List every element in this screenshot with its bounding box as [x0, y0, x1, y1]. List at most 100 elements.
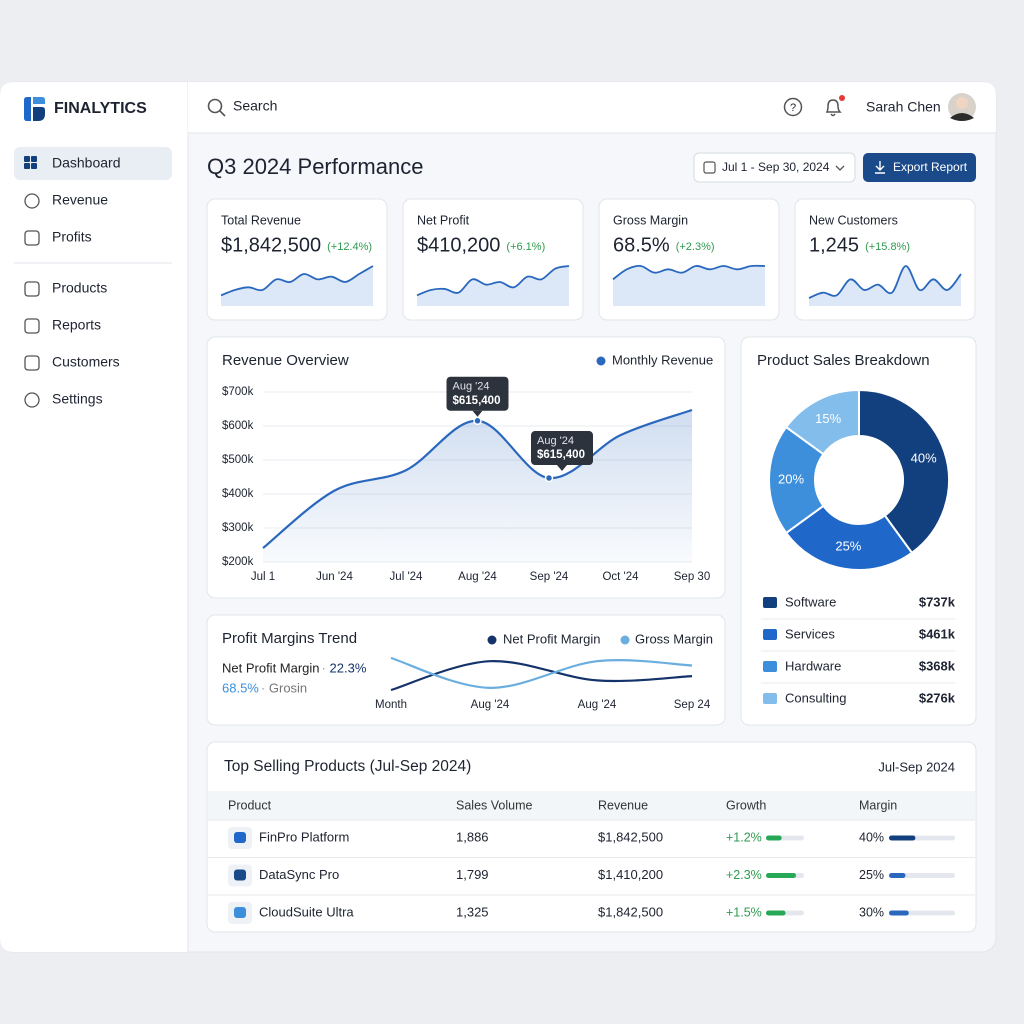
column-header: Sales Volume: [456, 798, 532, 812]
logo-mark: [33, 107, 45, 121]
sparkline: [220, 265, 374, 297]
logo-mark: [24, 97, 31, 121]
sparkline-area: [613, 265, 765, 306]
nav-item[interactable]: Customers: [52, 354, 120, 370]
revenue: $1,410,200: [598, 867, 663, 882]
help-icon[interactable]: [783, 97, 803, 117]
tooltip-pointer: [557, 465, 567, 472]
summary-text: Grosin: [269, 680, 307, 695]
nav-item[interactable]: Settings: [52, 391, 103, 407]
kpi-value: 68.5%: [613, 234, 670, 256]
margin-bar: [889, 910, 909, 916]
product-name: DataSync Pro: [259, 867, 339, 882]
kpi-label: Net Profit: [417, 213, 470, 227]
search-icon: [207, 98, 223, 114]
export-label: Export Report: [893, 160, 968, 174]
growth-bar: [766, 835, 782, 841]
table-title: Top Selling Products (Jul-Sep 2024): [224, 758, 471, 775]
product-name: CloudSuite Ultra: [259, 904, 354, 919]
tooltip-value: $615,400: [537, 449, 585, 461]
column-header: Revenue: [598, 798, 648, 812]
notification-dot: [839, 95, 845, 101]
card: [206, 741, 977, 933]
date-picker[interactable]: [693, 152, 856, 183]
nav-icon: [24, 193, 40, 209]
nav-item[interactable]: Products: [52, 280, 107, 296]
search-icon: [219, 110, 226, 117]
summary-text: 68.5%: [222, 680, 259, 695]
nav-icon: [24, 355, 40, 371]
table-header-bg: [208, 791, 975, 820]
sparkline-area: [417, 266, 569, 306]
chart-title: Profit Margins Trend: [222, 630, 357, 647]
chevron: [835, 165, 845, 171]
area: [263, 410, 692, 562]
point-marker: [473, 416, 482, 426]
x-tick-label: Aug '24: [578, 699, 617, 711]
search-input[interactable]: Search: [233, 98, 277, 114]
y-tick-label: $400k: [222, 488, 254, 500]
item-icon: [763, 693, 777, 704]
legend-swatch: [620, 635, 630, 645]
legend-label: Net Profit Margin: [503, 631, 601, 646]
nav-icon: [24, 318, 40, 334]
y-tick-label: $200k: [222, 556, 254, 568]
nav-icon: [31, 156, 37, 162]
donut-slice: [784, 504, 914, 571]
kpi-value: 1,245: [809, 234, 859, 256]
x-tick-label: Oct '24: [602, 571, 639, 583]
x-tick-label: Sep '24: [530, 571, 569, 583]
slice-label: 20%: [778, 471, 804, 486]
margin-track: [889, 873, 955, 878]
kpi-label: Total Revenue: [221, 213, 301, 227]
brand: FINALYTICS: [54, 100, 147, 117]
item-name: Consulting: [785, 690, 846, 705]
tooltip-value: $615,400: [453, 395, 501, 407]
slice-label: 25%: [835, 539, 861, 554]
slice-label: 15%: [815, 411, 841, 426]
nav-item[interactable]: Profits: [52, 229, 92, 245]
user-name[interactable]: Sarah Chen: [866, 99, 941, 115]
product-icon: [234, 869, 246, 881]
legend-label: Monthly Revenue: [612, 352, 713, 367]
kpi-change: (+15.8%): [865, 241, 910, 253]
nav-item[interactable]: Revenue: [52, 192, 108, 208]
column-header: Margin: [859, 798, 897, 812]
page-title: Q3 2024 Performance: [207, 154, 423, 179]
chart-title: Product Sales Breakdown: [757, 352, 930, 369]
line: [390, 656, 693, 689]
legend-swatch: [487, 635, 497, 645]
y-tick-label: $600k: [222, 420, 254, 432]
kpi-change: (+12.4%): [327, 241, 372, 253]
sparkline-area: [809, 265, 961, 306]
column-header: Product: [228, 798, 272, 812]
x-tick-label: Month: [375, 699, 407, 711]
x-tick-label: Jul 1: [251, 571, 275, 583]
sparkline: [612, 264, 766, 281]
point-marker: [544, 473, 554, 483]
x-tick-label: Aug '24: [458, 571, 497, 583]
topbar: [188, 82, 996, 133]
summary-text: Net Profit Margin: [222, 660, 320, 675]
sparkline: [416, 265, 570, 297]
nav-icon: [24, 156, 30, 162]
product-icon: [234, 832, 246, 843]
nav-item[interactable]: Reports: [52, 317, 101, 333]
column-header: Growth: [726, 798, 766, 812]
x-tick-label: Jul '24: [390, 571, 423, 583]
x-tick-label: Aug '24: [471, 699, 510, 711]
sparkline: [808, 265, 962, 299]
growth: +1.2%: [726, 830, 762, 844]
kpi-change: (+2.3%): [676, 241, 715, 253]
item-value: $368k: [919, 658, 956, 673]
tooltip: [531, 431, 593, 466]
export-button[interactable]: [863, 153, 976, 182]
logo-mark: [33, 97, 45, 104]
nav-icon: [31, 163, 37, 169]
legend-label: Gross Margin: [635, 631, 713, 646]
sidebar: [0, 82, 188, 952]
nav-item[interactable]: Dashboard: [52, 155, 121, 171]
product-icon: [234, 907, 246, 918]
notifications-icon[interactable]: [825, 99, 842, 117]
